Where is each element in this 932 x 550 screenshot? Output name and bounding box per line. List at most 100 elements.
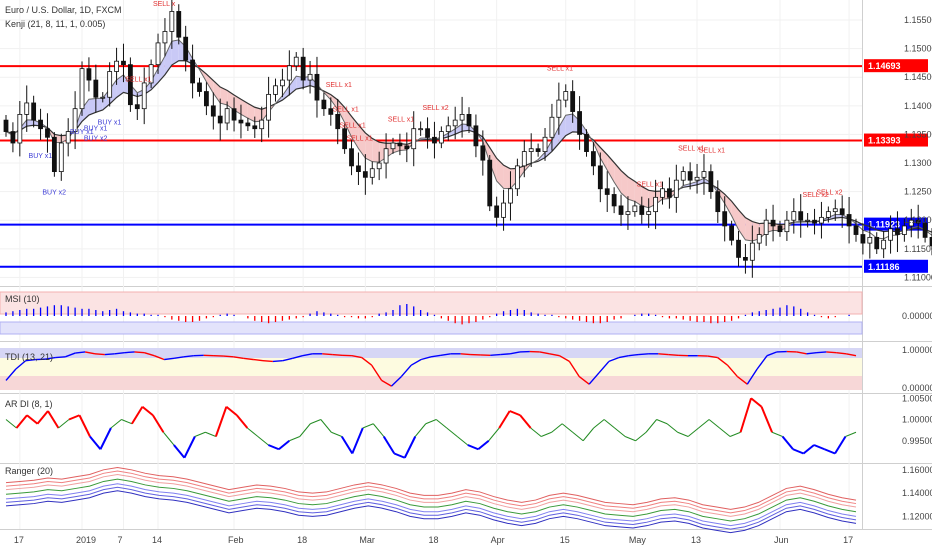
- cloud-segment: [247, 103, 255, 122]
- ardi-line: [320, 419, 332, 433]
- ardi-line: [141, 405, 154, 417]
- candle-body: [100, 96, 106, 99]
- candle-body: [888, 228, 893, 241]
- candle-body: [770, 219, 776, 227]
- chart-title: Euro / U.S. Dollar, 1D, FXCM: [5, 5, 122, 15]
- time-tick-label: Apr: [491, 535, 505, 545]
- candle-body: [901, 225, 907, 235]
- ardi-line: [739, 397, 753, 433]
- cloud-segment: [634, 181, 642, 206]
- ardi-line: [509, 410, 521, 417]
- ardi-line: [687, 427, 699, 437]
- ardi-line: [551, 423, 563, 433]
- tdi-line: [836, 351, 847, 355]
- candle-body: [487, 159, 493, 207]
- candle-body: [805, 219, 811, 222]
- candle-body: [819, 216, 824, 224]
- candle-body: [618, 205, 624, 215]
- ardi-line: [635, 431, 647, 442]
- candle-body: [210, 105, 216, 117]
- candle-body: [694, 176, 700, 181]
- ardi-line: [414, 423, 427, 437]
- ardi-line: [792, 448, 804, 455]
- candle-body: [162, 31, 168, 44]
- indicator-bands: [0, 291, 863, 390]
- candle-body: [722, 211, 728, 227]
- candle-body: [445, 125, 451, 132]
- cloud-segment: [496, 158, 504, 189]
- ardi-line: [582, 427, 595, 442]
- ardi-line: [351, 427, 364, 454]
- tdi-line: [746, 368, 758, 385]
- candle-body: [155, 42, 161, 66]
- candle-body: [24, 102, 30, 115]
- tdi-line: [164, 357, 175, 361]
- ardi-line: [498, 410, 511, 429]
- ardi-line: [845, 431, 857, 437]
- candle-body: [280, 79, 285, 87]
- tdi-line: [845, 353, 857, 357]
- price-tick-label: 1.15000: [904, 44, 932, 54]
- tdi-line: [568, 361, 580, 377]
- time-tick-label: 18: [428, 535, 438, 545]
- ardi-line: [666, 423, 678, 433]
- ardi-line: [781, 435, 794, 450]
- cloud-segment: [116, 74, 124, 98]
- price-tick-label: 1.14000: [904, 101, 932, 111]
- candle-body: [929, 236, 932, 247]
- msi-upper-band: [0, 291, 863, 315]
- ardi-line: [205, 431, 217, 437]
- ardi-line: [247, 427, 259, 437]
- tdi-line: [756, 355, 768, 370]
- ardi-line: [824, 448, 836, 455]
- candle-body: [342, 128, 348, 150]
- candle-body: [314, 73, 320, 101]
- ardi-line: [152, 414, 165, 433]
- tdi-line: [25, 358, 36, 362]
- tdi-line: [65, 352, 76, 358]
- signal-label: SELL x2: [422, 105, 448, 112]
- candle-body: [65, 131, 71, 144]
- ardi-line: [802, 444, 815, 455]
- price-tick-label: 1.14500: [904, 72, 932, 82]
- tdi-line: [390, 376, 402, 387]
- candle-body: [107, 71, 113, 98]
- cloud-segment: [240, 99, 248, 119]
- candle-body: [791, 211, 797, 221]
- ranger-band-line: [5, 473, 857, 517]
- tdi-line: [816, 351, 827, 354]
- ardi-line: [372, 423, 385, 437]
- candle-body: [466, 114, 472, 127]
- candle-body: [356, 165, 361, 173]
- cloud-segment: [365, 132, 373, 162]
- ardi-line: [593, 419, 605, 429]
- time-tick-label: Mar: [359, 535, 375, 545]
- signal-label: SELL x1: [388, 117, 414, 124]
- time-tick-label: Feb: [228, 535, 244, 545]
- candle-body: [763, 219, 769, 235]
- candle-body: [362, 171, 368, 178]
- candle-body: [687, 171, 693, 181]
- ardi-line: [834, 435, 847, 455]
- tdi-line: [282, 357, 293, 362]
- candlesticks[interactable]: [3, 0, 932, 278]
- candle-body: [825, 211, 831, 218]
- tdi-line: [430, 354, 441, 358]
- tdi-line: [361, 357, 373, 366]
- cloud-segment: [164, 41, 172, 75]
- ardi-line: [425, 419, 437, 425]
- candle-body: [383, 148, 389, 164]
- tdi-line: [233, 356, 244, 360]
- candle-body: [148, 64, 154, 84]
- ardi-line: [698, 419, 710, 429]
- signal-label: SELL x2: [803, 192, 829, 199]
- ardi-line: [750, 397, 763, 408]
- tdi-band-yellow: [0, 358, 862, 376]
- ardi-line: [719, 427, 731, 437]
- candle-body: [708, 171, 714, 193]
- candle-body: [549, 116, 555, 138]
- candle-body: [376, 162, 382, 170]
- ardi-line: [99, 427, 112, 450]
- level-tag: [864, 259, 928, 273]
